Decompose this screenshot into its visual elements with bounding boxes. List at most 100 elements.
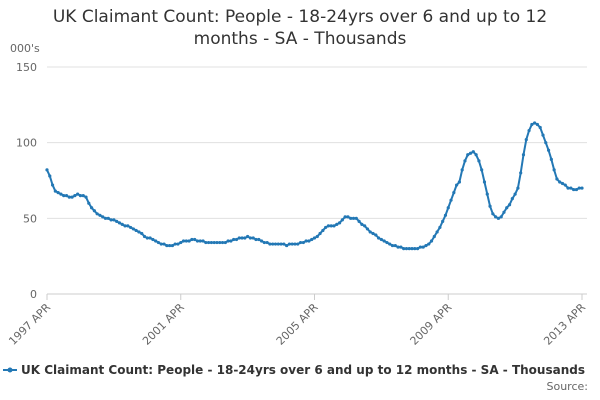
data-point [337, 221, 342, 225]
data-point [349, 216, 353, 220]
data-point [304, 239, 308, 243]
data-point [254, 237, 258, 242]
data-point [310, 237, 314, 242]
data-point [466, 153, 470, 157]
data-point [140, 231, 144, 236]
data-point [580, 186, 584, 190]
data-point [555, 177, 559, 181]
y-tick-label: 0 [30, 288, 37, 301]
data-point [120, 222, 124, 226]
data-point [507, 203, 512, 207]
data-point [109, 218, 113, 222]
data-point [449, 198, 453, 202]
data-point [265, 240, 269, 245]
data-point [446, 206, 450, 210]
data-point [471, 150, 475, 154]
data-point [156, 240, 161, 245]
data-point [201, 239, 205, 243]
data-point [382, 239, 386, 243]
x-tick-label: 1997 APR [6, 301, 53, 348]
data-point [190, 237, 194, 242]
data-point [371, 231, 375, 236]
data-point [357, 219, 361, 223]
data-point [516, 186, 520, 190]
data-point [513, 192, 517, 196]
data-point [285, 243, 289, 248]
data-point [67, 195, 71, 199]
data-point [351, 216, 356, 220]
data-point [549, 157, 553, 161]
data-point [226, 239, 230, 243]
data-point [376, 236, 381, 240]
data-point [365, 227, 370, 231]
data-point [126, 224, 130, 228]
data-point [435, 230, 439, 234]
data-point [62, 194, 66, 198]
data-point [296, 242, 300, 246]
data-point [162, 242, 166, 246]
data-point [81, 194, 85, 198]
data-point [176, 242, 180, 246]
data-point [48, 174, 52, 178]
data-point [546, 148, 551, 152]
data-point [404, 247, 409, 251]
data-point [360, 222, 364, 226]
data-point [480, 168, 484, 172]
data-point [273, 242, 278, 246]
source: Source: [547, 380, 589, 393]
data-point [137, 230, 141, 234]
data-point [84, 195, 88, 199]
data-point [332, 224, 336, 228]
data-point [112, 218, 116, 222]
data-point [399, 245, 403, 249]
data-point [234, 237, 239, 242]
data-point [293, 242, 297, 246]
data-point [326, 224, 331, 228]
data-point [237, 236, 241, 240]
data-point [393, 243, 397, 248]
data-point [455, 183, 459, 187]
data-point [496, 216, 501, 220]
data-point [432, 234, 436, 239]
data-point [56, 191, 60, 195]
data-point [488, 204, 492, 208]
data-point [248, 236, 253, 240]
legend-label: UK Claimant Count: People - 18-24yrs ove… [21, 363, 585, 377]
data-point [134, 228, 138, 233]
x-tick-label: 2013 APR [541, 301, 588, 348]
data-point [427, 242, 431, 246]
data-point [524, 138, 528, 142]
data-point [413, 247, 417, 251]
x-tick-label: 2001 APR [140, 301, 187, 348]
data-point [321, 228, 325, 233]
data-point [510, 197, 514, 201]
data-point [187, 239, 191, 243]
data-point [179, 240, 183, 245]
data-point [290, 242, 294, 246]
data-point [572, 187, 576, 192]
data-point [563, 183, 567, 187]
data-point [142, 234, 147, 239]
data-point [98, 213, 102, 217]
data-point [53, 189, 57, 193]
data-point [560, 181, 565, 186]
data-point [324, 225, 328, 230]
data-point [70, 195, 74, 199]
data-point [418, 245, 422, 249]
data-point [368, 230, 372, 234]
data-point [92, 209, 96, 213]
data-point [499, 215, 503, 219]
data-point [530, 122, 534, 127]
data-point [287, 242, 292, 246]
data-point [232, 237, 236, 242]
data-point [262, 240, 266, 245]
data-point [117, 221, 122, 225]
data-point [558, 180, 562, 184]
data-point [207, 240, 211, 245]
data-point [240, 236, 244, 240]
data-point [268, 242, 272, 246]
data-point [463, 159, 467, 163]
data-point [438, 225, 442, 230]
data-point [73, 194, 77, 198]
